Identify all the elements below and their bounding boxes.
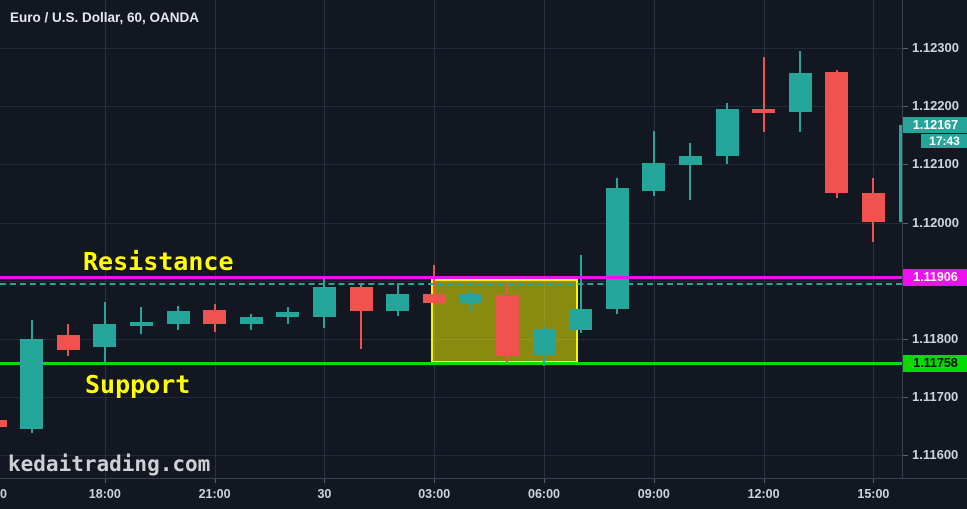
price-axis[interactable]: 1.12300 1.12200 1.12100 1.12000 1.11800 1.117… (902, 0, 967, 478)
symbol-title: Euro / U.S. Dollar, 60, OANDA (10, 10, 200, 25)
candle-wick (360, 283, 362, 350)
time-axis-tick (653, 479, 655, 483)
time-tick-label: 03:00 (418, 487, 451, 501)
grid-line-v (104, 0, 106, 478)
time-tick-label: 18:00 (88, 487, 121, 501)
price-axis-tick (903, 106, 908, 108)
price-tick-label: 1.12200 (912, 98, 959, 114)
support-text-label[interactable]: Support (85, 370, 191, 399)
time-tick-label: 09:00 (637, 487, 670, 501)
time-axis-tick (544, 479, 545, 483)
time-axis-tick (434, 479, 436, 483)
candle-body-down (752, 108, 776, 113)
candle-body-up (20, 339, 44, 430)
grid-line-v (324, 0, 326, 478)
candle-body-up (715, 108, 739, 156)
candle-wick (579, 255, 582, 334)
candle-body-up (459, 293, 483, 304)
candle-body-up (678, 155, 702, 165)
resistance-line-drawing[interactable] (0, 275, 902, 279)
grid-line-h (0, 106, 902, 108)
candle-wick (652, 130, 655, 196)
time-tick-label: 06:00 (528, 487, 560, 501)
price-tick-label: 1.12000 (912, 214, 959, 230)
price-axis-tick (903, 397, 908, 399)
grid-line-h (0, 164, 902, 166)
candle-wick (689, 142, 692, 201)
time-axis-tick (214, 479, 216, 483)
candle-body-down (422, 293, 446, 304)
grid-line-v (214, 0, 216, 478)
candle-body-up (166, 311, 190, 324)
resistance-price-badge: 1.11906 (903, 268, 967, 286)
price-tick-label: 1.11600 (912, 447, 959, 463)
grid-line-v (653, 0, 655, 478)
time-axis-tick (104, 479, 106, 483)
grid-line-h (0, 48, 902, 49)
price-axis-tick (903, 48, 908, 49)
axis-corner (903, 479, 967, 509)
grid-line-h (0, 222, 902, 224)
time-axis-tick (324, 479, 326, 483)
time-tick-label: 0 (0, 487, 7, 501)
candle-body-up (129, 322, 153, 327)
time-tick-label: 15:00 (857, 487, 890, 501)
candle-wick (140, 306, 143, 335)
candle-body-up (93, 324, 117, 348)
candle-body-up (276, 312, 300, 318)
grid-line-h (0, 455, 902, 457)
candle-body-up (386, 293, 410, 312)
time-tick-label: 21:00 (198, 487, 231, 501)
candle-body-up (532, 329, 556, 356)
chart-plot-area[interactable]: Resistance Support kedaitrading.com Euro… (0, 0, 902, 478)
baseline-dashed-line (0, 283, 902, 286)
price-tick-label: 1.12300 (912, 40, 959, 55)
candle-body-up (569, 308, 593, 330)
candle-body-down (495, 295, 519, 357)
grid-line-v (434, 0, 436, 478)
grid-line-v (544, 0, 545, 478)
time-tick-label: 30 (317, 487, 332, 501)
time-axis[interactable]: 0 18:00 21:00 30 03:00 06:00 09:00 12:00 15:00 (0, 478, 967, 509)
candle-body-down (0, 420, 7, 428)
watermark-text: kedaitrading.com (8, 452, 211, 476)
support-line-drawing[interactable] (0, 361, 902, 365)
candle-body-up (642, 163, 666, 191)
bar-countdown-badge: 17:43 (921, 134, 967, 149)
price-axis-tick (903, 339, 908, 340)
last-price-badge: 1.12167 (903, 117, 967, 134)
price-axis-tick (903, 164, 908, 166)
grid-line-v (763, 0, 765, 478)
candle-body-up (788, 73, 812, 112)
candle-body-up (605, 187, 629, 309)
candle-body-down (349, 286, 373, 312)
grid-line-h (0, 397, 902, 399)
price-tick-label: 1.11700 (912, 389, 959, 405)
price-axis-tick (903, 222, 908, 224)
time-tick-label: 12:00 (747, 487, 780, 501)
candle-body-up (898, 125, 902, 222)
price-tick-label: 1.12100 (912, 156, 959, 172)
candle-body-down (203, 309, 227, 325)
candle-body-up (312, 287, 336, 317)
support-price-badge: 1.11758 (903, 354, 967, 372)
candle-body-down (861, 192, 885, 222)
time-axis-tick (873, 479, 875, 483)
candle-body-down (56, 334, 80, 351)
price-axis-tick (903, 455, 908, 457)
price-tick-label: 1.11800 (912, 331, 959, 346)
resistance-text-label[interactable]: Resistance (83, 247, 234, 276)
candle-body-up (239, 317, 263, 325)
candle-wick (762, 57, 765, 132)
time-axis-tick (763, 479, 765, 483)
candle-body-down (825, 72, 849, 194)
